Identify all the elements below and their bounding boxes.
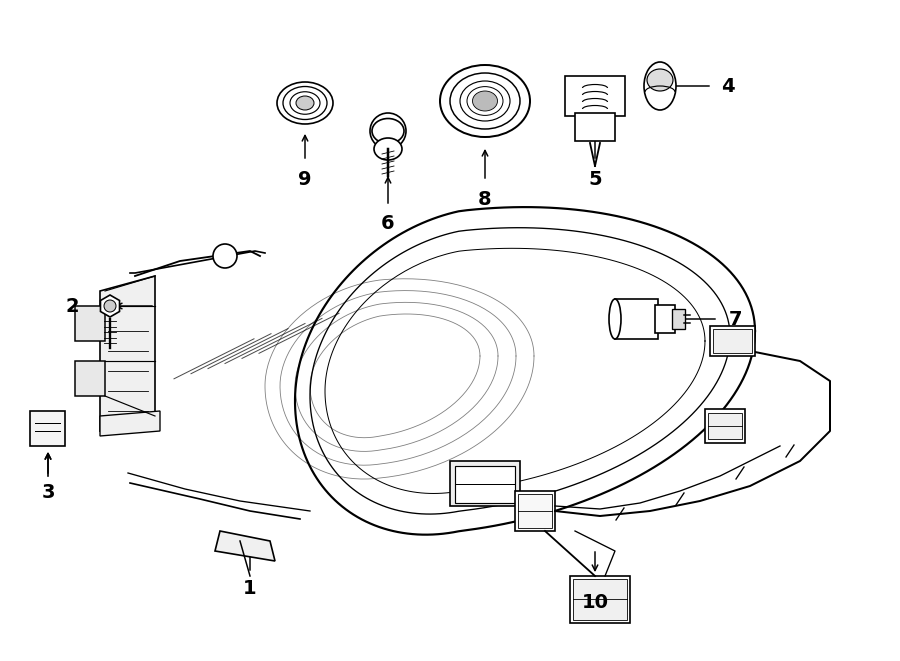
Ellipse shape: [460, 81, 510, 121]
Circle shape: [104, 300, 116, 312]
Ellipse shape: [372, 118, 404, 143]
Polygon shape: [615, 299, 658, 339]
Ellipse shape: [609, 299, 621, 339]
Polygon shape: [672, 309, 685, 329]
Polygon shape: [100, 411, 160, 436]
Polygon shape: [713, 329, 752, 353]
Ellipse shape: [283, 87, 327, 120]
Ellipse shape: [647, 69, 673, 91]
Polygon shape: [30, 411, 65, 446]
Polygon shape: [455, 466, 515, 503]
Polygon shape: [705, 409, 745, 443]
Ellipse shape: [450, 73, 520, 129]
Circle shape: [213, 244, 237, 268]
Text: 9: 9: [298, 169, 311, 188]
Text: 10: 10: [581, 594, 608, 613]
Polygon shape: [518, 494, 552, 528]
Polygon shape: [575, 113, 615, 141]
Polygon shape: [75, 361, 105, 396]
Text: 4: 4: [721, 77, 734, 95]
Polygon shape: [295, 207, 755, 535]
Text: 6: 6: [382, 214, 395, 233]
Polygon shape: [708, 413, 742, 439]
Polygon shape: [450, 461, 520, 506]
Ellipse shape: [290, 92, 320, 114]
Text: 1: 1: [243, 580, 256, 598]
Polygon shape: [565, 76, 625, 116]
Ellipse shape: [277, 82, 333, 124]
Polygon shape: [100, 276, 155, 431]
Text: 8: 8: [478, 190, 491, 208]
Polygon shape: [101, 295, 120, 317]
Circle shape: [370, 113, 406, 149]
Ellipse shape: [440, 65, 530, 137]
Polygon shape: [515, 491, 555, 531]
Text: 5: 5: [589, 169, 602, 188]
Text: 7: 7: [728, 309, 742, 329]
Ellipse shape: [644, 62, 676, 110]
Polygon shape: [570, 576, 630, 623]
Ellipse shape: [467, 87, 503, 116]
Text: 2: 2: [65, 297, 79, 315]
Polygon shape: [655, 305, 675, 333]
Polygon shape: [710, 326, 755, 356]
Ellipse shape: [296, 96, 314, 110]
Ellipse shape: [374, 138, 402, 160]
Polygon shape: [215, 531, 275, 561]
Text: 3: 3: [41, 483, 55, 502]
Polygon shape: [75, 306, 105, 341]
Polygon shape: [573, 579, 627, 620]
Ellipse shape: [472, 91, 498, 111]
